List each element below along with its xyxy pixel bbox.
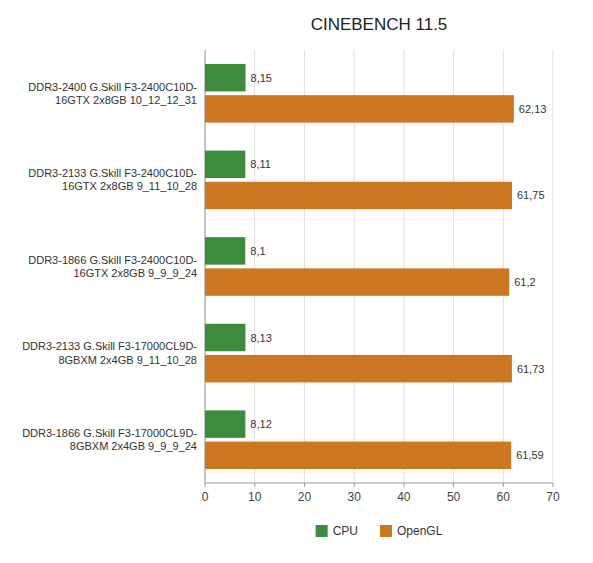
- data-label: 61,75: [517, 189, 545, 201]
- x-tick-label: 20: [298, 490, 312, 504]
- x-tick-label: 10: [248, 490, 262, 504]
- x-tick: [553, 483, 554, 487]
- data-label: 62,13: [519, 103, 547, 115]
- grid: [205, 50, 553, 483]
- x-tick-label: 0: [202, 490, 209, 504]
- legend: CPU OpenGL: [316, 524, 443, 538]
- y-tick-label: DDR3-2133 G.Skill F3-17000CL9D-8GBXM 2x4…: [22, 340, 197, 365]
- data-label: 61,73: [517, 363, 545, 375]
- bar: [205, 268, 509, 295]
- data-label: 8,1: [250, 245, 265, 257]
- data-label: 8,12: [250, 418, 271, 430]
- legend-item: OpenGL: [380, 524, 443, 538]
- x-tick: [354, 483, 355, 487]
- data-label: 61,2: [514, 276, 535, 288]
- bar: [205, 355, 512, 382]
- data-label: 61,59: [516, 449, 544, 461]
- x-tick-label: 40: [397, 490, 411, 504]
- bar: [205, 324, 245, 351]
- data-label: 8,15: [251, 72, 272, 84]
- legend-swatch: [316, 525, 328, 537]
- bar: [205, 151, 245, 178]
- chart-container: CINEBENCH 11.5 0 10 20 30 40 50 60 70 DDR3-2400 G…: [0, 0, 593, 563]
- y-tick-label: DDR3-2400 G.Skill F3-2400C10D-16GTX 2x8G…: [28, 81, 197, 106]
- y-tick-label: DDR3-1866 G.Skill F3-17000CL9D-8GBXM 2x4…: [22, 427, 197, 452]
- bar: [205, 95, 514, 122]
- x-tick-label: 70: [546, 490, 560, 504]
- x-tick: [503, 483, 504, 487]
- y-tick-label: DDR3-2133 G.Skill F3-2400C10D-16GTX 2x8G…: [28, 167, 197, 192]
- data-labels: 8,15 8,11 8,1 8,13 8,12 62,13 61,75 61,2 61,73 61…: [250, 72, 546, 462]
- legend-item: CPU: [316, 524, 358, 538]
- bars: [205, 64, 514, 469]
- bar: [205, 410, 245, 437]
- x-axis-line: [205, 483, 553, 484]
- x-tick: [453, 483, 454, 487]
- x-tick: [254, 483, 255, 487]
- bar: [205, 182, 512, 209]
- y-tick-label: DDR3-1866 G.Skill F3-2400C10D-16GTX 2x8G…: [28, 254, 197, 279]
- legend-swatch: [380, 525, 392, 537]
- legend-label: OpenGL: [397, 524, 443, 538]
- legend-label: CPU: [333, 524, 358, 538]
- x-tick: [205, 483, 206, 487]
- data-label: 8,13: [250, 332, 271, 344]
- x-tick-label: 60: [497, 490, 511, 504]
- chart-title: CINEBENCH 11.5: [311, 15, 448, 34]
- x-tick-label: 50: [447, 490, 461, 504]
- x-tick-label: 30: [347, 490, 361, 504]
- x-tick: [304, 483, 305, 487]
- chart-svg: CINEBENCH 11.5 0 10 20 30 40 50 60 70 DDR3-2400 G…: [0, 0, 593, 563]
- grid-line: [553, 50, 554, 483]
- bar: [205, 442, 511, 469]
- bar: [205, 237, 245, 264]
- x-tick: [403, 483, 404, 487]
- bar: [205, 64, 246, 91]
- data-label: 8,11: [250, 158, 271, 170]
